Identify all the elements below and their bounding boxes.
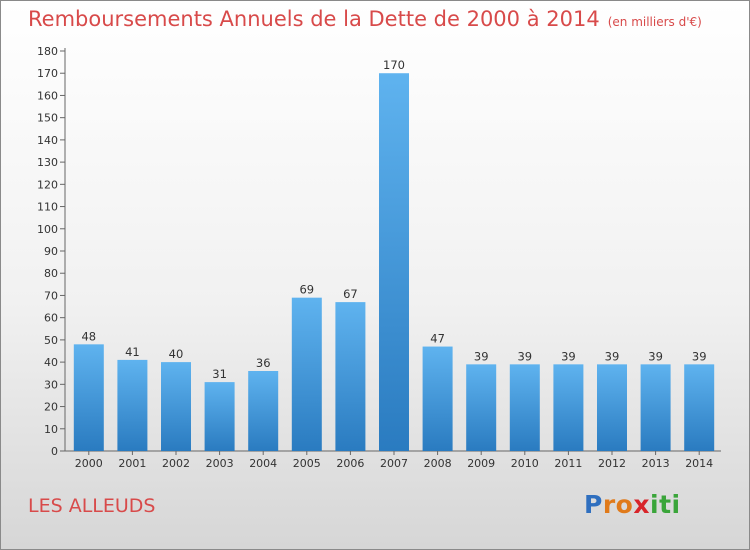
y-tick-label: 70 <box>44 289 58 302</box>
bar-value-label: 39 <box>561 349 576 363</box>
bar-value-label: 69 <box>299 283 314 297</box>
y-tick-label: 110 <box>37 201 58 214</box>
bar-value-label: 67 <box>343 287 358 301</box>
bar-value-label: 170 <box>383 58 405 72</box>
x-tick-label: 2005 <box>293 457 321 470</box>
bar-value-label: 39 <box>605 349 620 363</box>
bar <box>509 364 540 451</box>
x-tick-label: 2006 <box>336 457 364 470</box>
x-tick-label: 2002 <box>162 457 190 470</box>
bar <box>640 364 671 451</box>
bar <box>161 362 191 451</box>
bar-value-label: 39 <box>648 349 663 363</box>
y-tick-label: 10 <box>44 423 58 436</box>
bar <box>291 297 322 451</box>
bar <box>597 364 627 451</box>
logo-letter: r <box>602 490 616 519</box>
y-tick-label: 120 <box>37 178 58 191</box>
bar-value-label: 36 <box>256 356 271 370</box>
axes: 0 10 20 30 40 50 60 70 80 90 100 110 120 130 140 150 160… <box>37 45 721 470</box>
bar-value-label: 31 <box>212 367 227 381</box>
y-tick-label: 170 <box>37 67 58 80</box>
y-tick-label: 80 <box>44 267 58 280</box>
logo-letter: P <box>584 490 603 519</box>
commune-name: LES ALLEUDS <box>28 495 156 517</box>
bar <box>422 346 453 451</box>
logo-letter: x <box>633 490 650 519</box>
x-tick-label: 2004 <box>249 457 277 470</box>
bar <box>684 364 715 451</box>
y-tick-label: 0 <box>51 445 58 458</box>
bar <box>73 344 104 451</box>
y-tick-label: 60 <box>44 312 58 325</box>
bar-value-label: 39 <box>517 349 532 363</box>
unit-text: (en milliers d'€) <box>607 15 702 29</box>
bar-value-label: 47 <box>430 332 445 346</box>
y-tick-label: 150 <box>37 112 58 125</box>
x-tick-label: 2013 <box>642 457 670 470</box>
x-tick-label: 2010 <box>511 457 539 470</box>
bar <box>335 302 366 451</box>
x-tick-label: 2008 <box>424 457 452 470</box>
bar-value-label: 48 <box>81 329 96 343</box>
y-tick-label: 130 <box>37 156 58 169</box>
x-tick-label: 2000 <box>75 457 103 470</box>
y-tick-label: 180 <box>37 45 58 58</box>
bar-value-label: 40 <box>169 347 184 361</box>
data-labels: 48 41 40 31 36 69 67 170 47 39 39 39 39 39 39 <box>81 58 706 381</box>
y-tick-label: 30 <box>44 378 58 391</box>
bar <box>204 382 235 451</box>
logo-letter: o <box>615 490 634 519</box>
x-tick-label: 2014 <box>685 457 713 470</box>
bar <box>466 364 497 451</box>
x-tick-label: 2003 <box>206 457 234 470</box>
logo-letter: i <box>650 490 660 519</box>
y-tick-label: 90 <box>44 245 58 258</box>
bar-value-label: 41 <box>125 345 140 359</box>
logo-letter: t <box>659 490 672 519</box>
x-tick-label: 2012 <box>598 457 626 470</box>
y-tick-label: 160 <box>37 89 58 102</box>
x-tick-label: 2007 <box>380 457 408 470</box>
bar-value-label: 39 <box>474 349 489 363</box>
x-tick-label: 2011 <box>554 457 582 470</box>
bars <box>73 73 715 451</box>
bar <box>117 359 148 451</box>
x-tick-label: 2009 <box>467 457 495 470</box>
y-tick-label: 140 <box>37 134 58 147</box>
y-tick-label: 50 <box>44 334 58 347</box>
y-tick-label: 40 <box>44 356 58 369</box>
title-text: Remboursements Annuels de la Dette de 20… <box>28 7 600 31</box>
y-tick-label: 100 <box>37 223 58 236</box>
bar <box>248 371 279 451</box>
y-tick-label: 20 <box>44 401 58 414</box>
x-tick-label: 2001 <box>118 457 146 470</box>
bar-value-label: 39 <box>692 349 707 363</box>
bar <box>553 364 584 451</box>
chart-title: Remboursements Annuels de la Dette de 20… <box>28 7 702 31</box>
logo-letter: i <box>671 490 681 519</box>
bar <box>379 73 409 451</box>
proxiti-logo: Proxiti <box>584 490 681 519</box>
